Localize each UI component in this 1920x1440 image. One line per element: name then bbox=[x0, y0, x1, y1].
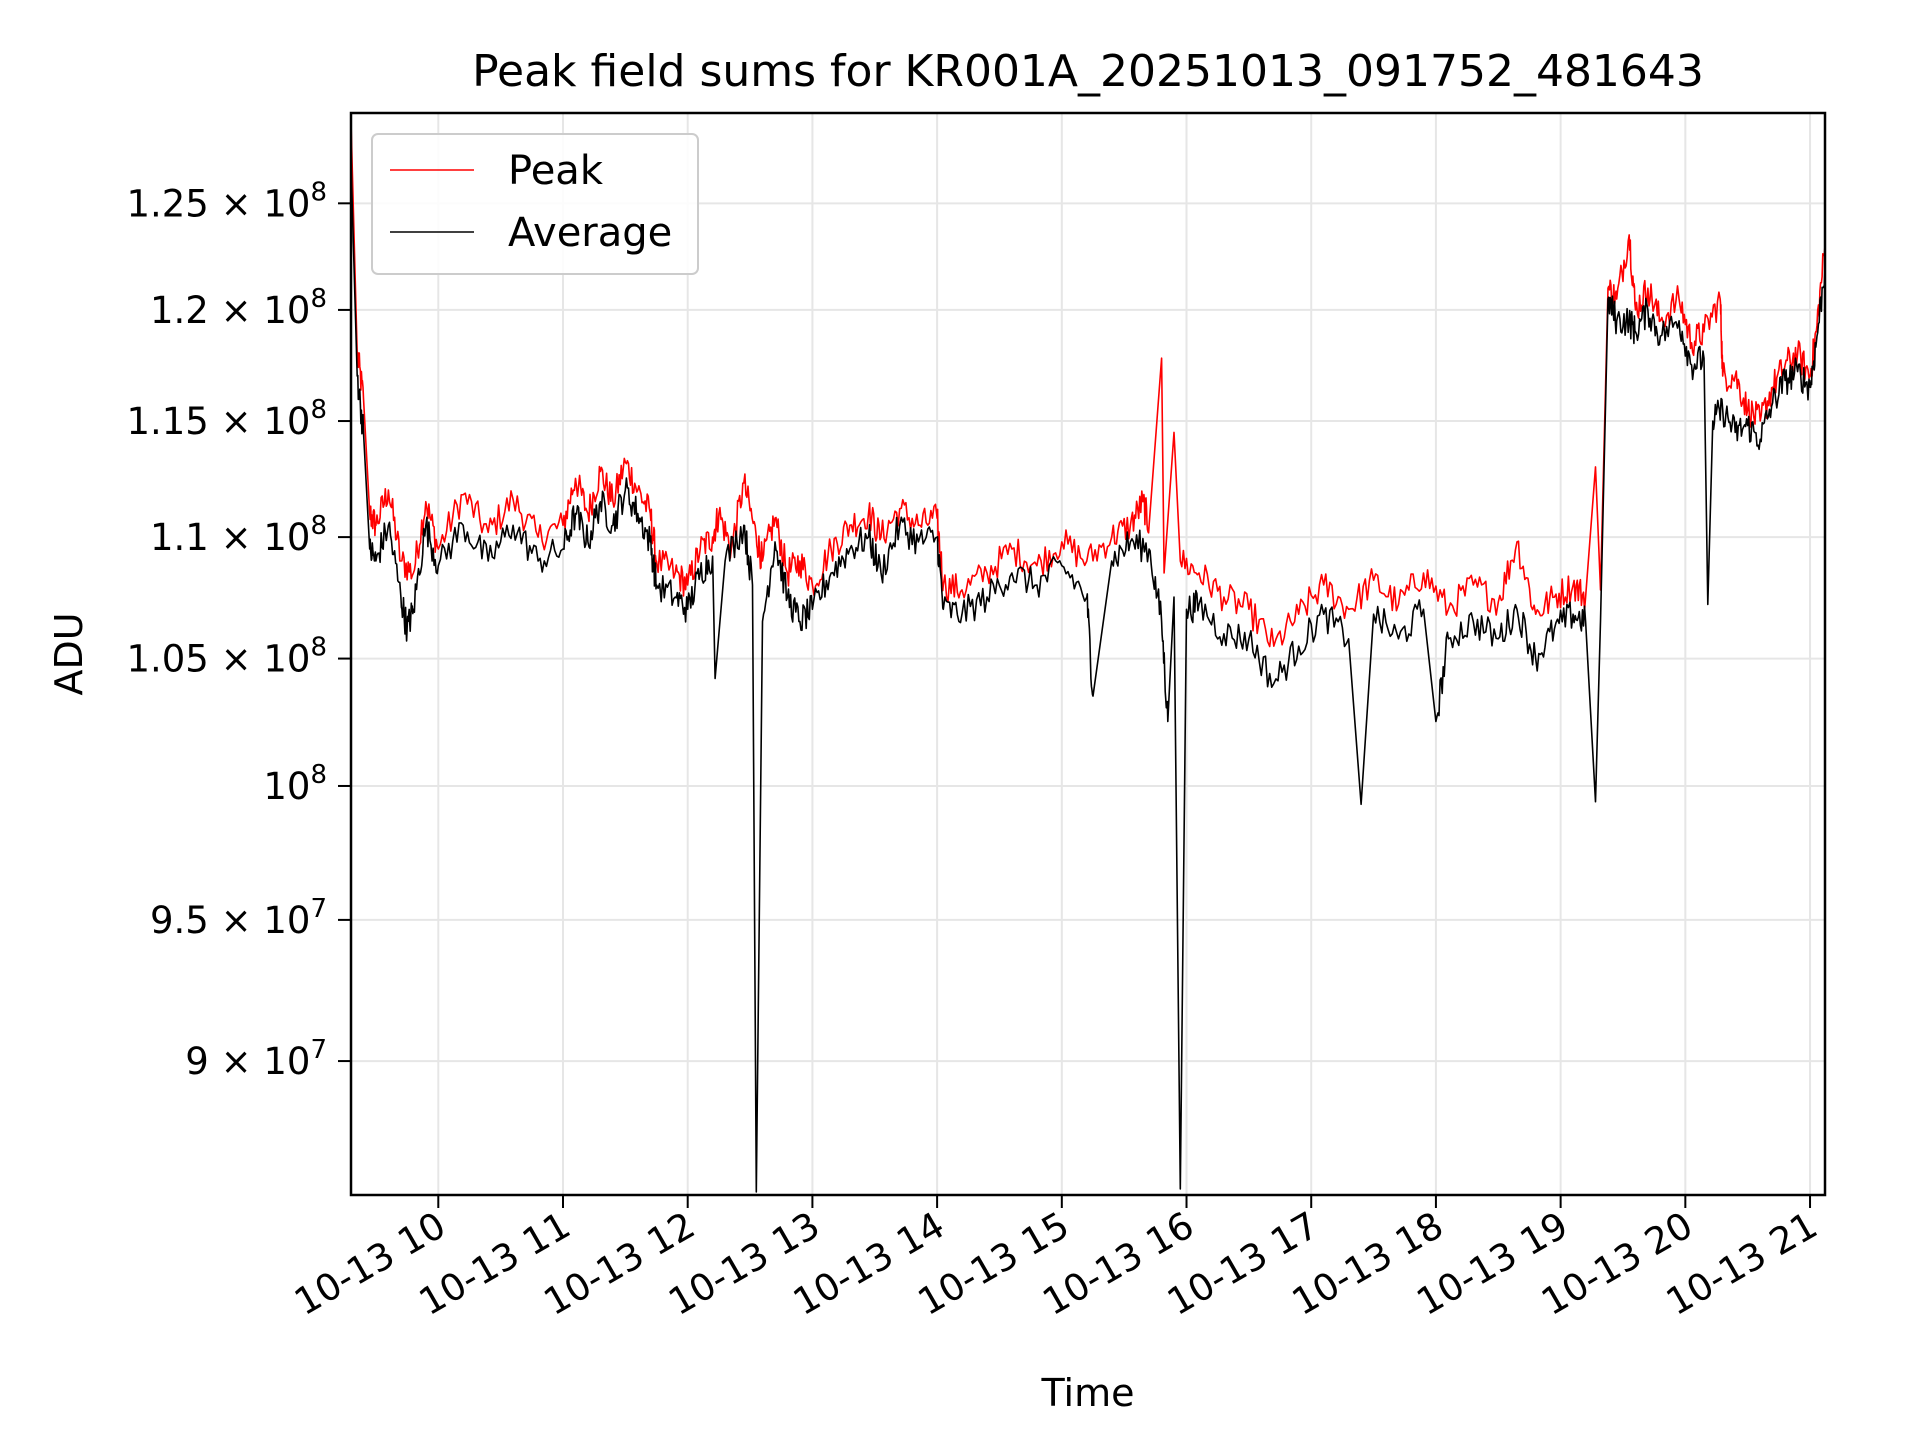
legend: Peak Average bbox=[371, 133, 699, 275]
series-layer bbox=[350, 121, 1826, 1193]
x-axis-label: Time bbox=[1041, 1371, 1135, 1415]
grid bbox=[351, 113, 1825, 1195]
legend-peak-label: Peak bbox=[508, 148, 604, 194]
y-tick-label: 9 × 107 bbox=[185, 1035, 327, 1083]
y-tick-label: 1.2 × 108 bbox=[150, 284, 327, 332]
plot-frame bbox=[349, 111, 1827, 1197]
y-tick-label: 1.25 × 108 bbox=[126, 177, 327, 225]
legend-average-label: Average bbox=[508, 210, 672, 256]
legend-box bbox=[371, 133, 699, 275]
y-tick-label: 1.05 × 108 bbox=[126, 633, 327, 681]
y-tick-label: 1.15 × 108 bbox=[126, 395, 327, 443]
y-axis: 9 × 107 9.5 × 107 108 1.05 × 108 1.1 × 108 1.… bbox=[126, 177, 351, 1083]
chart-title: Peak field sums for KR001A_20251013_0917… bbox=[472, 46, 1704, 97]
series-line-peak bbox=[350, 121, 1826, 648]
series-line-average bbox=[350, 161, 1826, 1193]
y-tick-label: 9.5 × 107 bbox=[150, 894, 327, 942]
y-tick-label: 108 bbox=[263, 760, 327, 808]
y-axis-label: ADU bbox=[47, 612, 91, 695]
y-tick-label: 1.1 × 108 bbox=[150, 511, 327, 559]
